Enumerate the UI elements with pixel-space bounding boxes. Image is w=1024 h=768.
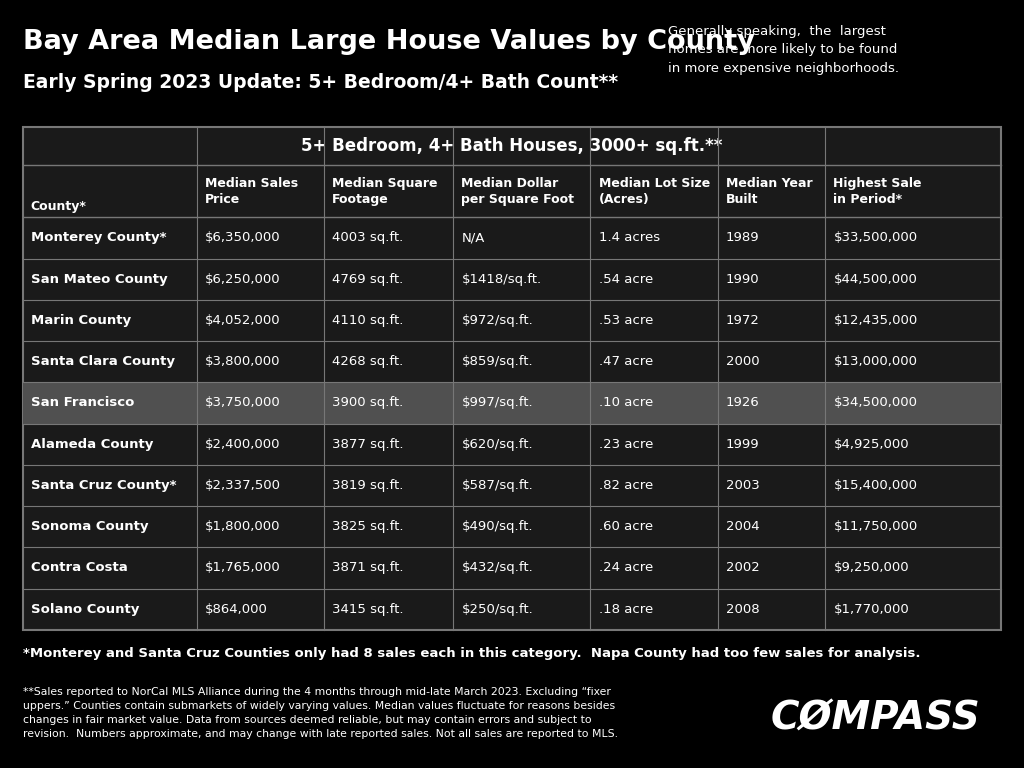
Text: .18 acre: .18 acre — [598, 603, 652, 616]
Text: $490/sq.ft.: $490/sq.ft. — [462, 520, 532, 533]
Text: 3825 sq.ft.: 3825 sq.ft. — [332, 520, 403, 533]
Text: $13,000,000: $13,000,000 — [834, 355, 918, 368]
Text: N/A: N/A — [462, 231, 484, 244]
Text: **Sales reported to NorCal MLS Alliance during the 4 months through mid-late Mar: **Sales reported to NorCal MLS Alliance … — [23, 687, 617, 739]
Text: .54 acre: .54 acre — [598, 273, 652, 286]
Bar — [23, 127, 1001, 630]
Text: $3,750,000: $3,750,000 — [205, 396, 281, 409]
Text: 2004: 2004 — [726, 520, 760, 533]
Text: $1,765,000: $1,765,000 — [205, 561, 281, 574]
Text: San Francisco: San Francisco — [31, 396, 134, 409]
Text: $2,337,500: $2,337,500 — [205, 479, 281, 492]
Text: .24 acre: .24 acre — [598, 561, 652, 574]
Text: 3871 sq.ft.: 3871 sq.ft. — [332, 561, 403, 574]
Text: 4110 sq.ft.: 4110 sq.ft. — [332, 314, 403, 327]
Text: Highest Sale
in Period*: Highest Sale in Period* — [834, 177, 922, 206]
Text: $587/sq.ft.: $587/sq.ft. — [462, 479, 534, 492]
Text: $12,435,000: $12,435,000 — [834, 314, 918, 327]
Text: $864,000: $864,000 — [205, 603, 268, 616]
Text: 2003: 2003 — [726, 479, 760, 492]
Text: $859/sq.ft.: $859/sq.ft. — [462, 355, 534, 368]
Text: $1418/sq.ft.: $1418/sq.ft. — [462, 273, 542, 286]
Text: Monterey County*: Monterey County* — [31, 231, 166, 244]
Text: $1,770,000: $1,770,000 — [834, 603, 909, 616]
Text: 4003 sq.ft.: 4003 sq.ft. — [332, 231, 403, 244]
Text: $9,250,000: $9,250,000 — [834, 561, 909, 574]
Text: Generally speaking,  the  largest
homes are more likely to be found
in more expe: Generally speaking, the largest homes ar… — [668, 25, 899, 74]
Text: .47 acre: .47 acre — [598, 355, 652, 368]
Text: 1972: 1972 — [726, 314, 760, 327]
Text: 3819 sq.ft.: 3819 sq.ft. — [332, 479, 403, 492]
Text: 2008: 2008 — [726, 603, 760, 616]
Text: Early Spring 2023 Update: 5+ Bedroom/4+ Bath Count**: Early Spring 2023 Update: 5+ Bedroom/4+ … — [23, 73, 617, 92]
Text: $4,925,000: $4,925,000 — [834, 438, 909, 451]
Text: Bay Area Median Large House Values by County: Bay Area Median Large House Values by Co… — [23, 29, 755, 55]
Text: .10 acre: .10 acre — [598, 396, 652, 409]
Text: Solano County: Solano County — [31, 603, 139, 616]
Text: Median Dollar
per Square Foot: Median Dollar per Square Foot — [462, 177, 574, 206]
Bar — [23, 382, 1001, 424]
Text: Santa Cruz County*: Santa Cruz County* — [31, 479, 176, 492]
Text: 3900 sq.ft.: 3900 sq.ft. — [332, 396, 403, 409]
Text: 2002: 2002 — [726, 561, 760, 574]
Text: $250/sq.ft.: $250/sq.ft. — [462, 603, 534, 616]
Text: $3,800,000: $3,800,000 — [205, 355, 281, 368]
Text: .82 acre: .82 acre — [598, 479, 652, 492]
Text: $15,400,000: $15,400,000 — [834, 479, 918, 492]
Text: 1926: 1926 — [726, 396, 760, 409]
Text: 5+ Bedroom, 4+ Bath Houses, 3000+ sq.ft.**: 5+ Bedroom, 4+ Bath Houses, 3000+ sq.ft.… — [301, 137, 723, 155]
Text: *Monterey and Santa Cruz Counties only had 8 sales each in this category.  Napa : *Monterey and Santa Cruz Counties only h… — [23, 647, 920, 660]
Text: Median Lot Size
(Acres): Median Lot Size (Acres) — [598, 177, 710, 206]
Text: Alameda County: Alameda County — [31, 438, 154, 451]
Text: $1,800,000: $1,800,000 — [205, 520, 281, 533]
Text: $44,500,000: $44,500,000 — [834, 273, 918, 286]
Text: $620/sq.ft.: $620/sq.ft. — [462, 438, 534, 451]
Text: $6,350,000: $6,350,000 — [205, 231, 281, 244]
Text: 2000: 2000 — [726, 355, 760, 368]
Text: .60 acre: .60 acre — [598, 520, 652, 533]
Text: .23 acre: .23 acre — [598, 438, 653, 451]
Text: Median Year
Built: Median Year Built — [726, 177, 812, 206]
Text: 3877 sq.ft.: 3877 sq.ft. — [332, 438, 403, 451]
Text: Santa Clara County: Santa Clara County — [31, 355, 175, 368]
Text: $11,750,000: $11,750,000 — [834, 520, 918, 533]
Text: $6,250,000: $6,250,000 — [205, 273, 281, 286]
Text: $2,400,000: $2,400,000 — [205, 438, 281, 451]
Text: $4,052,000: $4,052,000 — [205, 314, 281, 327]
Text: Contra Costa: Contra Costa — [31, 561, 127, 574]
Text: San Mateo County: San Mateo County — [31, 273, 167, 286]
Text: $972/sq.ft.: $972/sq.ft. — [462, 314, 534, 327]
Text: Sonoma County: Sonoma County — [31, 520, 148, 533]
Text: 4769 sq.ft.: 4769 sq.ft. — [332, 273, 403, 286]
Text: $432/sq.ft.: $432/sq.ft. — [462, 561, 534, 574]
Text: Median Sales
Price: Median Sales Price — [205, 177, 298, 206]
Text: 3415 sq.ft.: 3415 sq.ft. — [332, 603, 403, 616]
Text: County*: County* — [31, 200, 87, 213]
Text: Median Square
Footage: Median Square Footage — [332, 177, 437, 206]
Text: CØMPASS: CØMPASS — [771, 699, 980, 737]
Text: 1989: 1989 — [726, 231, 760, 244]
Text: $33,500,000: $33,500,000 — [834, 231, 918, 244]
Text: 1.4 acres: 1.4 acres — [598, 231, 659, 244]
Text: Marin County: Marin County — [31, 314, 131, 327]
Text: .53 acre: .53 acre — [598, 314, 653, 327]
Text: 1999: 1999 — [726, 438, 760, 451]
Text: $997/sq.ft.: $997/sq.ft. — [462, 396, 534, 409]
Text: 4268 sq.ft.: 4268 sq.ft. — [332, 355, 403, 368]
Text: $34,500,000: $34,500,000 — [834, 396, 918, 409]
Text: 1990: 1990 — [726, 273, 760, 286]
